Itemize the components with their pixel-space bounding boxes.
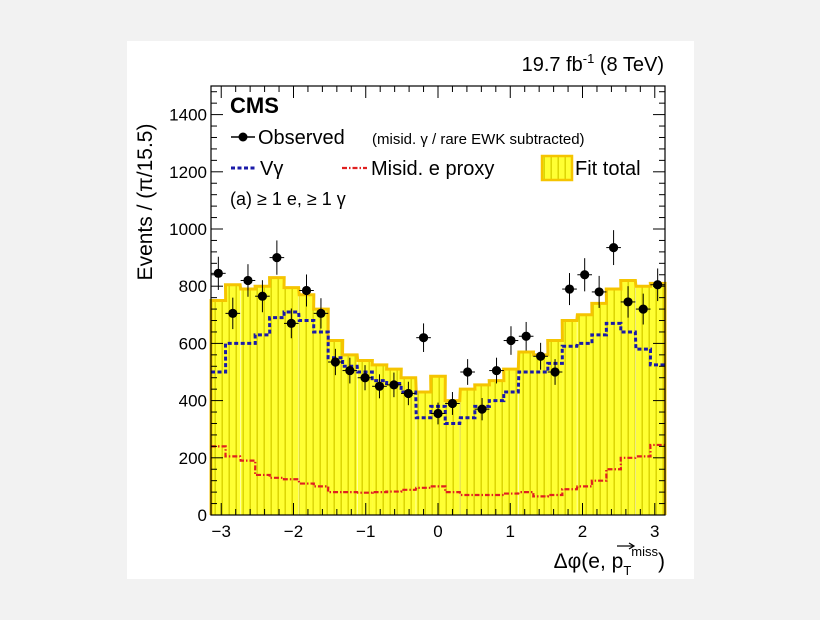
y-tick-label: 0 (198, 506, 207, 525)
observed-point (653, 280, 663, 290)
legend-fit-label: Fit total (575, 158, 641, 180)
observed-point (286, 318, 296, 328)
fit-total-bar (503, 369, 519, 515)
fit-total-bar (401, 377, 416, 515)
observed-point (257, 291, 268, 301)
fit-total-bar (372, 364, 387, 515)
fit-total-bar (460, 389, 475, 515)
y-tick-label: 1400 (169, 106, 207, 125)
chart-svg: −3 −2 −1 0 1 2 3 0 200 400 600 800 1000 1200 1400 19.7… (134, 51, 667, 578)
axes-layer: −3 −2 −1 0 1 2 3 0 200 400 600 800 1000 1200 1400 (169, 85, 666, 541)
fit-total-bar (518, 351, 534, 515)
observed-point (272, 253, 282, 263)
observed-point (330, 357, 340, 367)
fit-total-bar (591, 303, 607, 515)
fit-total-bar (445, 400, 460, 515)
fit-total-bar (211, 300, 226, 515)
observed-point (447, 398, 458, 409)
observed-point (638, 304, 648, 314)
x-axis-title: Δφ(e, pTmiss) (554, 544, 665, 578)
fit-total-bar (577, 314, 593, 515)
observed-point (389, 380, 399, 390)
fit-total-bar (342, 354, 358, 515)
observed-point (536, 351, 546, 361)
fit-total-bar (474, 384, 490, 515)
chart-panel: −3 −2 −1 0 1 2 3 0 200 400 600 800 1000 1200 1400 19.7… (127, 41, 694, 579)
y-tick-label: 400 (179, 392, 207, 411)
fit-total-bar (240, 289, 256, 515)
observed-points-layer (211, 230, 665, 425)
fit-total-bar (489, 380, 504, 515)
fit-total-bar (283, 287, 299, 515)
fit-total-bar (620, 280, 636, 515)
x-tick-label: −3 (212, 522, 231, 541)
x-tick-label: 2 (578, 522, 587, 541)
selection-label: (a) ≥ 1 e, ≥ 1 γ (230, 189, 346, 209)
fit-total-bar (606, 289, 621, 515)
observed-point (521, 331, 531, 341)
observed-point (360, 373, 370, 383)
fit-total-bar (533, 354, 548, 515)
y-axis-title: Events / (π/15.5) (134, 124, 157, 281)
fit-total-bar (255, 286, 270, 515)
y-tick-label: 600 (179, 334, 207, 353)
annotation-layer: 19.7 fb-1 (8 TeV) CMS (a) ≥ 1 e, ≥ 1 γ O… (134, 51, 665, 578)
observed-point (477, 404, 487, 414)
legend-vgamma-label: Vγ (260, 158, 283, 180)
fit-total-bar (635, 286, 651, 515)
observed-point (564, 284, 575, 294)
fit-total-bar (269, 277, 285, 515)
observed-point (213, 268, 223, 278)
x-tick-label: 3 (650, 522, 659, 541)
observed-point (550, 367, 560, 377)
fit-total-bar (430, 376, 446, 515)
observed-point (345, 365, 355, 376)
observed-point (594, 287, 604, 297)
observed-point (491, 365, 502, 376)
observed-point (228, 308, 238, 318)
y-tick-label: 800 (179, 277, 207, 296)
fit-total-bar (650, 283, 665, 515)
y-tick-label: 1200 (169, 163, 207, 182)
observed-point (316, 308, 326, 318)
legend: Observed (misid. γ / rare EWK subtracted… (231, 127, 641, 182)
observed-point (374, 381, 385, 391)
y-tick-label: 200 (179, 449, 207, 468)
y-tick-label: 1000 (169, 220, 207, 239)
luminosity-label: 19.7 fb-1 (8 TeV) (522, 51, 664, 76)
observed-point (301, 285, 312, 296)
fit-total-layer (209, 276, 667, 515)
legend-fit-swatch (540, 154, 574, 182)
observed-point (403, 388, 413, 399)
observed-point (418, 333, 429, 343)
x-tick-label: 0 (433, 522, 442, 541)
observed-point (433, 408, 443, 419)
fit-total-bar (547, 340, 563, 515)
misid-line (211, 443, 665, 498)
observed-point (623, 297, 633, 307)
fit-total-bar (328, 340, 343, 515)
fit-total-bar (357, 360, 373, 515)
x-tick-label: −1 (356, 522, 375, 541)
observed-point (580, 270, 590, 280)
observed-point (243, 275, 253, 286)
fit-total-bar (562, 320, 577, 515)
fit-total-bar (299, 294, 314, 515)
legend-observed-marker (238, 132, 248, 142)
fit-total-bar (416, 392, 431, 515)
experiment-label: CMS (230, 93, 279, 118)
fit-total-bar (386, 369, 402, 515)
observed-point (608, 242, 619, 253)
x-axis-vector-arrowhead (628, 542, 636, 550)
fit-total-bar (313, 309, 329, 515)
observed-point (463, 367, 473, 377)
x-tick-label: −2 (284, 522, 303, 541)
legend-observed-label: Observed (258, 127, 345, 149)
fit-total-outline (209, 276, 667, 515)
legend-observed-note: (misid. γ / rare EWK subtracted) (372, 131, 585, 148)
legend-misid-label: Misid. e proxy (371, 158, 494, 180)
x-tick-label: 1 (506, 522, 515, 541)
observed-point (506, 335, 516, 346)
